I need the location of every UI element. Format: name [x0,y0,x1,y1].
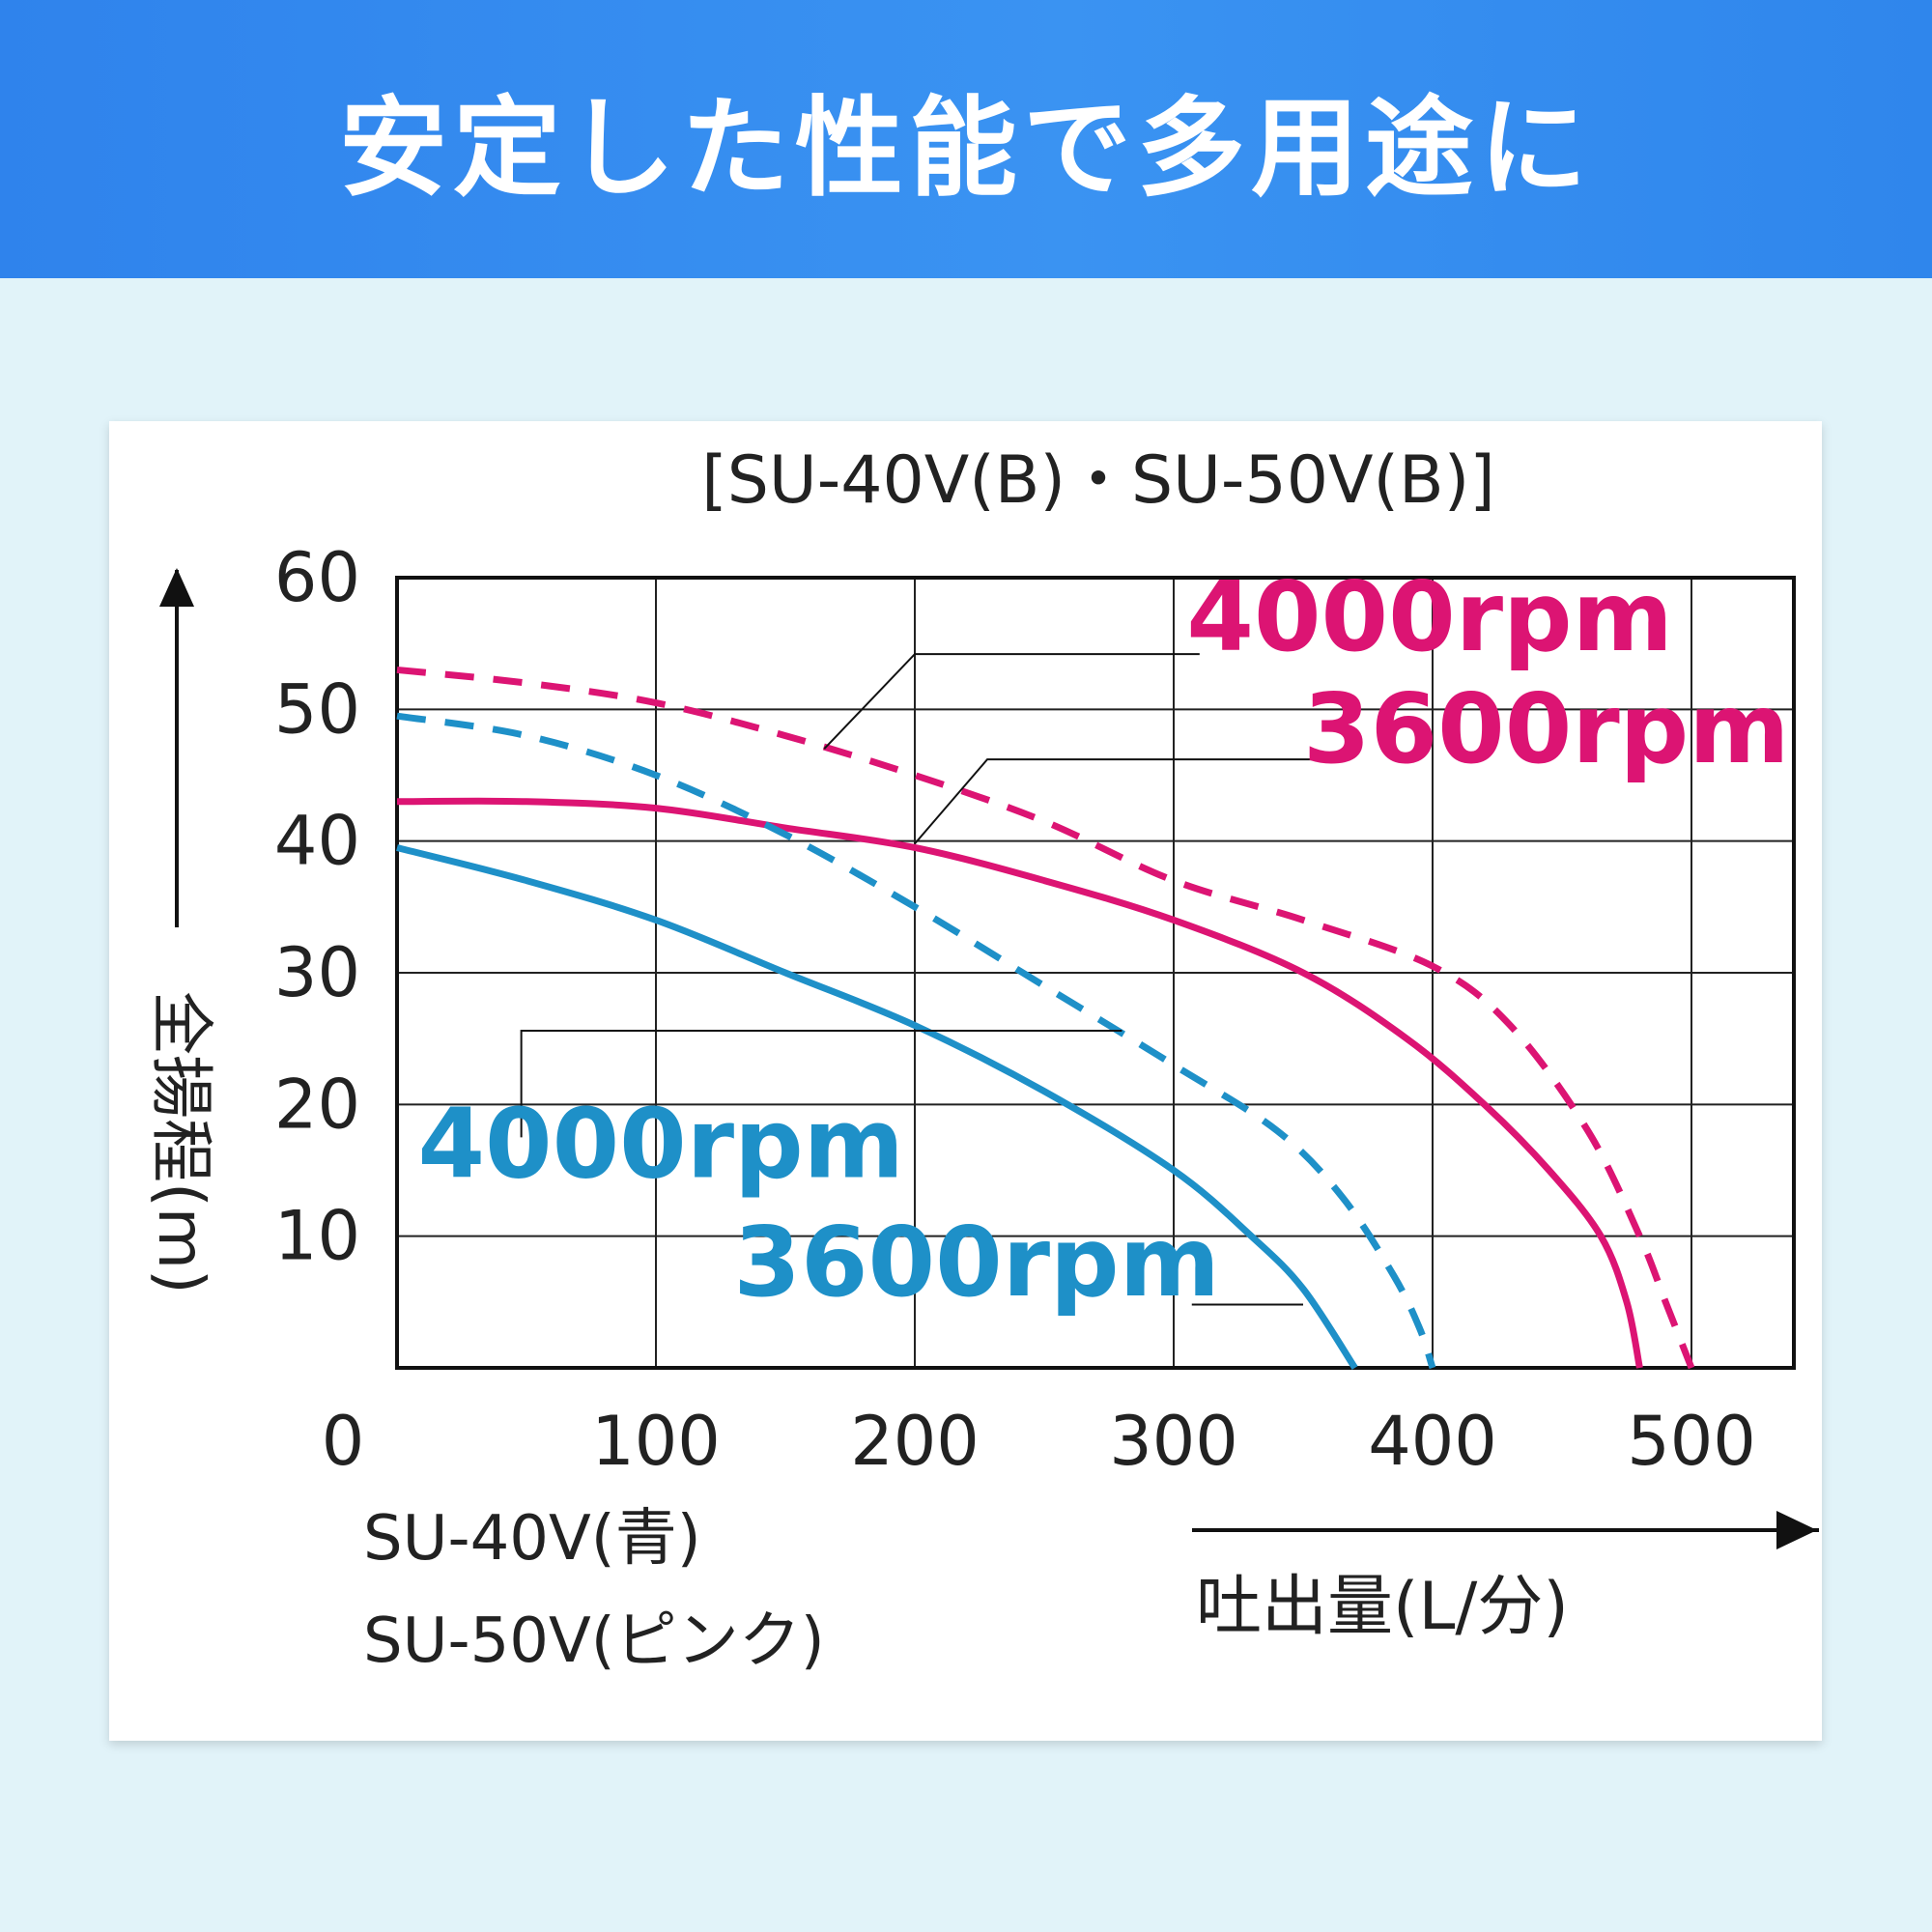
y-tick-label: 60 [274,538,360,617]
series-line-su-50v-4000rpm [396,666,1695,1370]
pump-performance-chart: [SU-40V(B)・SU-50V(B)] 4000rpm3600rpm4000… [144,442,1819,1677]
chart-card: [SU-40V(B)・SU-50V(B)] 4000rpm 3600rpm 4000… [109,421,1822,1741]
x-tick-label: 500 [1627,1402,1756,1481]
y-tick-label: 20 [274,1065,360,1144]
x-tick-label: 300 [1109,1402,1238,1481]
series-label-4000rpm: 4000rpm [1186,560,1672,673]
y-tick-label: 10 [274,1197,360,1276]
y-axis-label: 全揚程(m) [144,991,218,1294]
chart-grid [395,576,1796,1370]
leader-line [520,1029,1122,1138]
legend-item-pink: SU-50V(ピンク) [363,1605,825,1677]
chart-title: [SU-40V(B)・SU-50V(B)] [701,442,1495,519]
chart-series [396,666,1695,1370]
banner-title: 安定した性能で多用途に [339,86,1593,212]
series-label-3600rpm: 3600rpm [733,1206,1219,1319]
y-tick-label: 30 [274,933,360,1012]
series-line-su-50v-3600rpm [396,797,1643,1369]
series-label-3600rpm: 3600rpm [1303,672,1789,785]
leader-line [914,758,1317,845]
x-tick-label: 200 [850,1402,980,1481]
series-label-4000rpm: 4000rpm [417,1087,903,1200]
x-axis-label: 吐出量(L/分) [1196,1569,1569,1645]
series-line-su-40v-3600rpm [396,844,1358,1370]
header-banner: 安定した性能で多用途に [0,0,1932,278]
x-tick-label: 100 [591,1402,721,1481]
legend-item-blue: SU-40V(青) [363,1503,701,1575]
axis-ticks: 10 20 30 40 50 60 0 100 200 300 400 500 [274,538,1756,1481]
y-tick-label: 40 [274,802,360,881]
plot-frame [395,576,1796,1370]
label-leader-lines [520,653,1317,1306]
x-tick-label: 400 [1368,1402,1497,1481]
leader-line [823,653,1200,750]
y-axis-arrow-head [159,568,194,607]
x-axis-arrow-head [1776,1511,1817,1549]
y-tick-label: 50 [274,669,360,749]
x-tick-label: 0 [322,1402,365,1481]
